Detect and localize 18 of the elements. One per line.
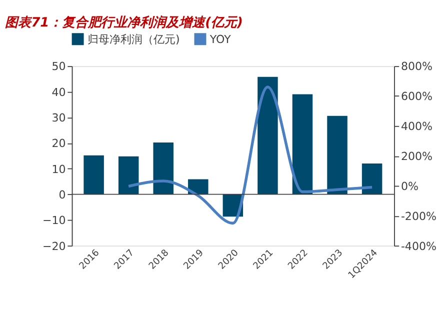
- y2-tick-label: 200%: [400, 150, 432, 164]
- y2-tick-label: 400%: [400, 120, 432, 134]
- legend-label: 归母净利润（亿元): [87, 32, 180, 46]
- y2-tick-label: -200%: [400, 210, 436, 223]
- legend-label: YOY: [208, 32, 232, 46]
- y-tick-label: 0: [58, 188, 66, 202]
- y2-tick-label: -400%: [400, 240, 436, 253]
- y2-tick-label: 0%: [400, 180, 418, 193]
- y-tick-label: 40: [52, 86, 66, 99]
- y2-tick-label: 600%: [400, 90, 432, 104]
- y-tick-label: −20: [42, 240, 66, 253]
- y2-tick-label: 800%: [400, 60, 432, 74]
- y-tick-label: 30: [52, 112, 66, 125]
- y-tick-label: −10: [42, 214, 66, 228]
- y-tick-label: 10: [52, 162, 66, 176]
- y-tick-label: 50: [52, 60, 66, 74]
- y-tick-label: 20: [52, 137, 66, 150]
- chart-title: 图表71：复合肥行业净利润及增速(亿元): [5, 14, 243, 31]
